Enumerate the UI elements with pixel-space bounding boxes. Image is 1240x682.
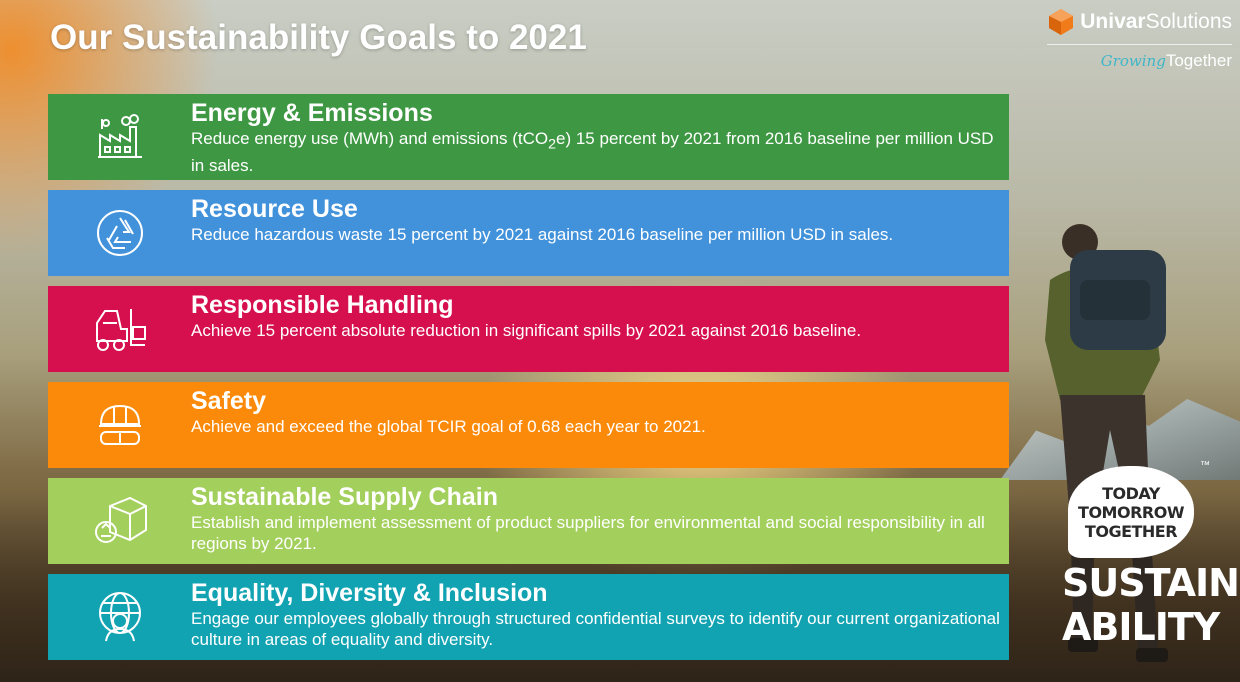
goal-description: Establish and implement assessment of pr… [191,513,985,553]
trademark-symbol: ™ [1200,460,1210,471]
brand-divider [1047,44,1232,45]
goal-title: Responsible Handling [191,291,454,319]
sustain-word: SUSTAIN [1062,561,1240,605]
recyclable-box-icon [48,478,191,564]
goal-description: Reduce hazardous waste 15 percent by 202… [191,225,894,244]
factory-icon [48,94,191,180]
goal-description: Achieve and exceed the global TCIR goal … [191,417,706,436]
goal-energy-emissions: Energy & Emissions Reduce energy use (MW… [48,94,1009,180]
goal-responsible-handling: Responsible Handling Achieve 15 percent … [48,286,1009,372]
recycle-icon [48,190,191,276]
speech-bubble: TODAY TOMORROW TOGETHER [1068,466,1194,558]
sustainability-logo: TODAY TOMORROW TOGETHER SUSTAIN ABILITY [1062,466,1240,649]
hard-hat-goggles-icon [48,382,191,468]
brand-tagline: GrowingTogether [1100,51,1232,70]
goal-resource-use: Resource Use Reduce hazardous waste 15 p… [48,190,1009,276]
goal-title: Sustainable Supply Chain [191,483,498,511]
goal-title: Safety [191,387,267,415]
forklift-icon [48,286,191,372]
goal-description: Engage our employees globally through st… [191,609,1000,649]
goal-description: Achieve 15 percent absolute reduction in… [191,321,862,340]
ability-word: ABILITY [1062,605,1220,649]
goals-list: Energy & Emissions Reduce energy use (MW… [48,94,1009,670]
goal-safety: Safety Achieve and exceed the global TCI… [48,382,1009,468]
brand-name: UnivarSolutions [1080,10,1232,33]
goal-sustainable-supply-chain: Sustainable Supply Chain Establish and i… [48,478,1009,564]
goal-title: Resource Use [191,195,358,223]
goal-title: Energy & Emissions [191,99,433,127]
globe-person-icon [48,574,191,660]
goal-equality-diversity-inclusion: Equality, Diversity & Inclusion Engage o… [48,574,1009,660]
univar-logo: UnivarSolutions GrowingTogether [1047,8,1232,71]
goal-description: Reduce energy use (MWh) and emissions (t… [191,129,994,176]
univar-hexagon-icon [1049,9,1074,35]
slide-title: Our Sustainability Goals to 2021 [50,18,587,57]
hiker-image [1045,224,1168,662]
goal-title: Equality, Diversity & Inclusion [191,579,548,607]
